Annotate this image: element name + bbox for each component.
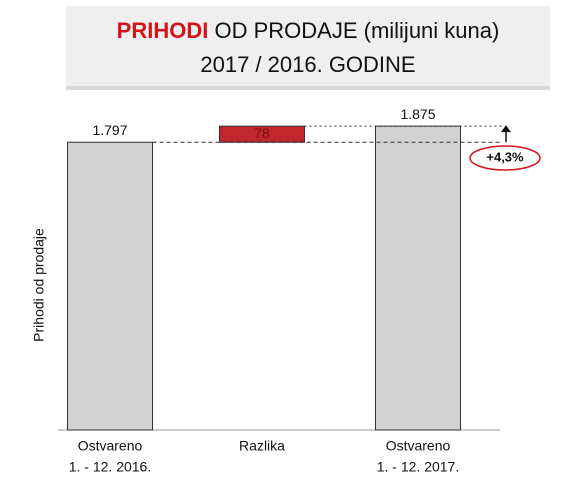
annotation: +4,3% (486, 149, 524, 164)
arrow-head (501, 125, 511, 133)
x-tick-label: Razlika (239, 438, 285, 454)
x-tick-label: 1. - 12. 2017. (377, 459, 460, 475)
x-tick-label: Ostvareno (386, 438, 451, 454)
value-label: 1.797 (92, 122, 127, 138)
title-rest: OD PRODAJE (milijuni kuna) (214, 18, 499, 43)
chart-subtitle: 2017 / 2016. GODINE (200, 52, 415, 77)
x-tick-label: Ostvareno (78, 438, 143, 454)
y-axis-label: Prihodi od prodaje (31, 228, 47, 342)
value-label: 78 (254, 125, 270, 141)
header-shadow (66, 86, 550, 90)
annotation-ring (469, 145, 541, 171)
x-tick-label: 1. - 12. 2016. (69, 459, 152, 475)
value-label: 1.875 (400, 106, 435, 122)
bar (67, 141, 153, 431)
bar (375, 125, 461, 431)
bar (219, 125, 305, 143)
chart-title: PRIHODI OD PRODAJE (milijuni kuna) (117, 18, 500, 43)
header-box (66, 6, 550, 86)
title-highlight: PRIHODI (117, 18, 209, 43)
